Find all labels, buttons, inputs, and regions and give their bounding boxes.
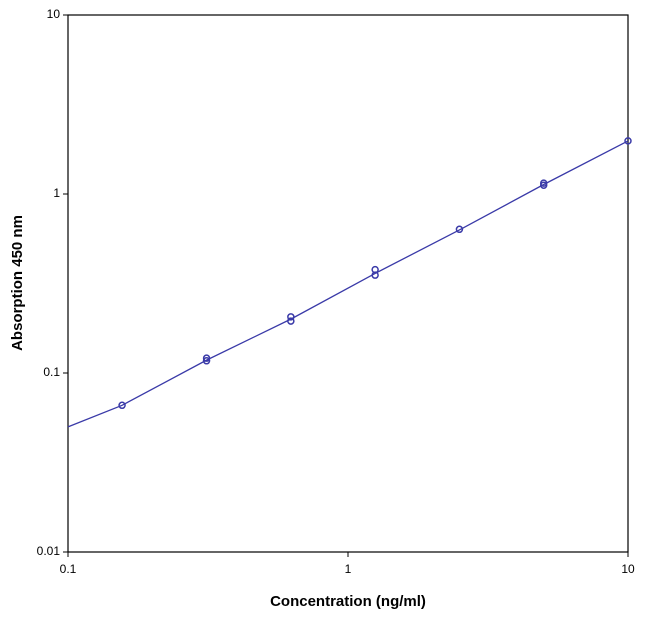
x-tick-label: 0.1	[60, 562, 77, 576]
plot-frame	[67, 14, 629, 553]
data-point	[202, 357, 211, 365]
x-tick-label: 1	[345, 562, 352, 576]
data-point	[624, 137, 632, 145]
fit-line	[67, 140, 629, 428]
y-tick-label: 1	[53, 186, 60, 200]
x-axis-title: Concentration (ng/ml)	[270, 593, 426, 610]
x-tick-label: 10	[621, 562, 635, 576]
y-tick-label: 10	[47, 7, 61, 21]
data-point	[371, 265, 379, 274]
data-point	[118, 401, 126, 410]
y-tick-label: 0.1	[43, 365, 60, 379]
y-tick-label: 0.01	[37, 544, 61, 558]
y-axis-title: Absorption 450 nm	[9, 215, 26, 351]
data-point	[455, 225, 464, 234]
